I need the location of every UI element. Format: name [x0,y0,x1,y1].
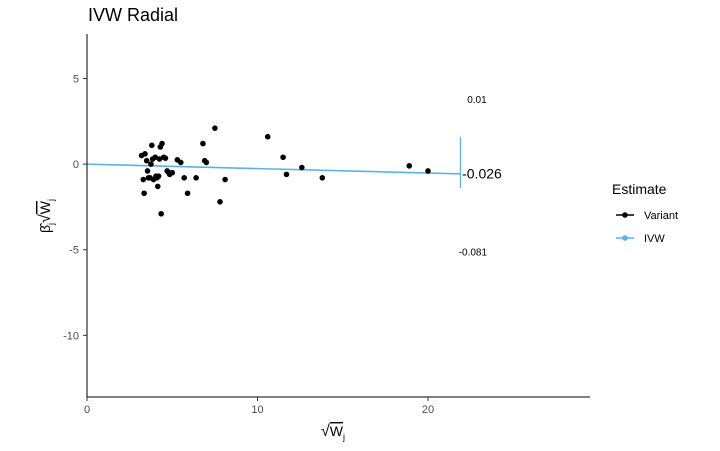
y-tick-label: 5 [73,74,79,86]
x-ticks: 0 10 20 [84,397,434,416]
variant-point [169,169,176,176]
chart-title: IVW Radial [88,5,178,25]
variant-point [156,156,163,162]
estimate-label: 0.01 [467,95,487,106]
variant-point [177,159,184,166]
x-axis-title: √Wj [321,423,345,442]
variant-point [184,190,191,197]
variant-point [200,140,206,147]
variant-point [154,183,161,190]
estimate-label: -0.026 [462,165,502,181]
variant-point [203,159,210,166]
variant-point [143,157,150,164]
legend-title: Estimate [612,181,667,197]
variant-point [159,140,165,147]
variant-point [212,125,218,131]
legend-item-ivw: IVW [616,233,665,245]
variant-point [140,176,147,183]
x-tick-label: 20 [422,404,434,416]
variant-point [319,175,326,181]
variant-point [144,168,151,174]
variant-point [148,142,155,149]
legend-label: IVW [644,233,665,245]
y-tick-label: 0 [73,159,79,171]
variant-point [141,190,147,197]
legend-marker [622,235,628,241]
variant-point [148,161,154,167]
variant-point [299,164,305,171]
variant-point [264,133,271,140]
ivw-line [86,163,461,175]
variant-point [155,173,162,179]
variant-point [158,210,164,217]
variant-point [152,154,159,161]
estimate-label: -0.081 [459,247,488,258]
variant-point [181,175,187,181]
y-tick-label: -10 [63,330,79,342]
svg-text:β̂j√Wj: β̂j√Wj [37,199,56,233]
y-axis-title: β̂j√Wj [37,199,56,233]
legend-item-variant: Variant [616,210,678,222]
variant-point [217,199,223,205]
legend-label: Variant [644,210,678,222]
variant-point [283,171,290,178]
y-tick-label: -5 [69,245,79,257]
y-ticks: 5 0 -5 -10 [63,74,87,342]
variant-point [222,176,228,183]
x-tick-label: 0 [84,404,90,416]
x-tick-label: 10 [251,404,263,416]
variant-point [406,163,413,169]
variant-point [425,168,431,174]
variant-point [280,154,286,161]
variant-point [162,155,169,161]
legend: Estimate Variant IVW [612,181,678,245]
annotations: 0.01 -0.026 -0.081 [459,95,502,258]
variant-point [193,175,199,181]
legend-marker [622,212,628,218]
plot-area [86,125,462,217]
variant-point [142,151,148,157]
